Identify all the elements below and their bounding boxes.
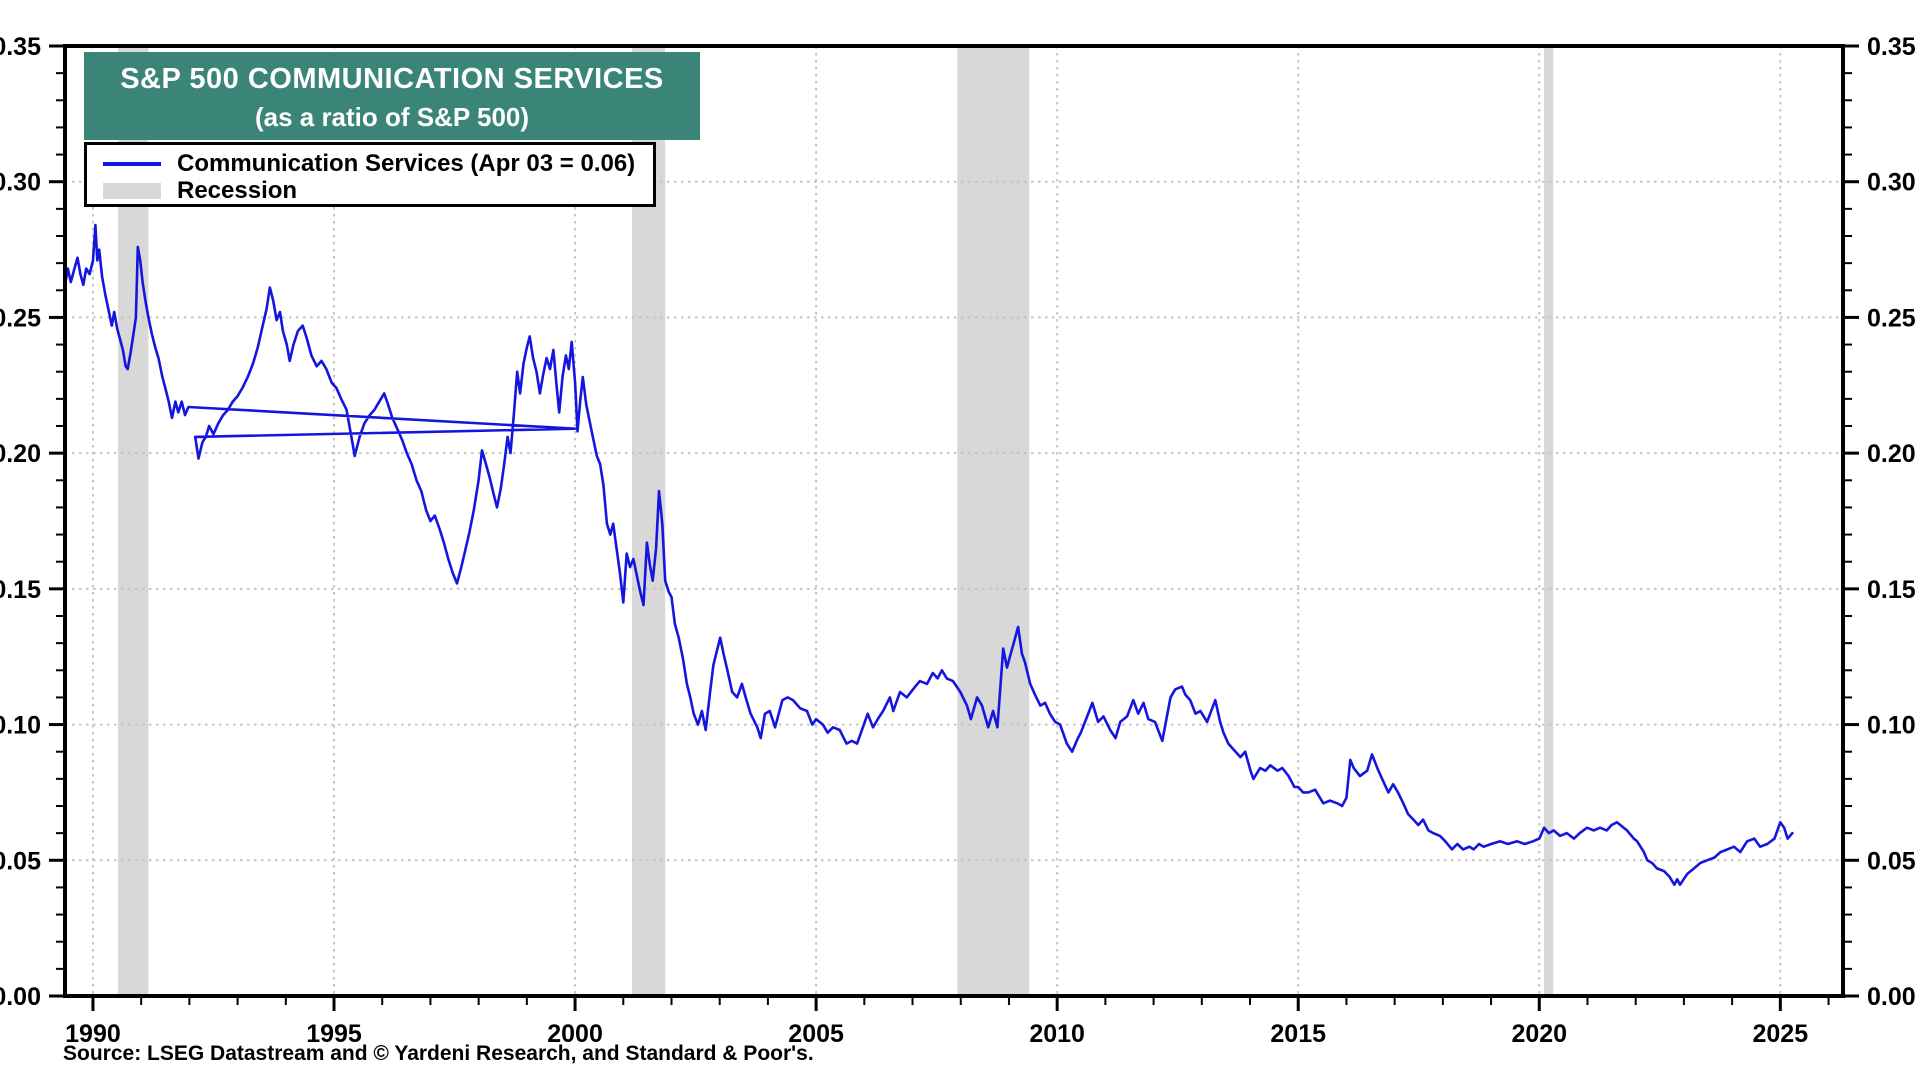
- y-axis-tick-label: 0.30: [0, 169, 41, 197]
- y-axis-tick-label: 0.15: [0, 576, 41, 604]
- y-axis-tick-label: 0.35: [1867, 33, 1916, 61]
- plot-border: [63, 44, 1845, 998]
- chart-title: S&P 500 COMMUNICATION SERVICES: [120, 63, 664, 95]
- y-axis-tick-label: 0.20: [0, 440, 41, 468]
- y-axis-tick-label: 0.05: [1867, 847, 1916, 875]
- legend-recession-label: Recession: [177, 176, 298, 204]
- x-axis-tick-label: 2010: [1029, 1020, 1085, 1048]
- series-line: [63, 223, 1794, 886]
- x-axis-tick-label: 2020: [1511, 1020, 1567, 1048]
- recession-band: [957, 46, 1030, 996]
- legend: Communication Services (Apr 03 = 0.06) R…: [84, 142, 656, 207]
- x-axis-tick-label: 2015: [1270, 1020, 1326, 1048]
- x-axis-tick-label: 2005: [788, 1020, 844, 1048]
- legend-item-series: Communication Services (Apr 03 = 0.06): [97, 150, 653, 177]
- chart-title-box: S&P 500 COMMUNICATION SERVICES (as a rat…: [84, 52, 700, 140]
- series-line-swatch: [103, 161, 161, 166]
- x-axis-tick-label: 1995: [306, 1020, 362, 1048]
- source-attribution: Source: LSEG Datastream and © Yardeni Re…: [63, 1042, 814, 1065]
- y-axis-tick-label: 0.10: [1867, 712, 1916, 740]
- x-axis-tick-label: 2025: [1753, 1020, 1809, 1048]
- y-axis-tick-label: 0.05: [0, 847, 41, 875]
- y-axis-tick-label: 0.00: [1867, 983, 1916, 1011]
- y-axis-tick-label: 0.25: [0, 304, 41, 332]
- x-axis-tick-label: 1990: [65, 1020, 121, 1048]
- recession-swatch: [103, 182, 161, 199]
- y-axis-tick-label: 0.00: [0, 983, 41, 1011]
- y-axis-tick-label: 0.20: [1867, 440, 1916, 468]
- y-axis-tick-label: 0.25: [1867, 304, 1916, 332]
- legend-series-label: Communication Services (Apr 03 = 0.06): [177, 149, 636, 177]
- y-axis-tick-label: 0.35: [0, 33, 41, 61]
- y-axis-tick-label: 0.10: [0, 712, 41, 740]
- chart-subtitle: (as a ratio of S&P 500): [254, 102, 530, 132]
- recession-band: [1544, 46, 1554, 996]
- legend-item-recession: Recession: [97, 177, 653, 204]
- y-axis-tick-label: 0.30: [1867, 169, 1916, 197]
- y-axis-tick-label: 0.15: [1867, 576, 1916, 604]
- x-axis-tick-label: 2000: [547, 1020, 603, 1048]
